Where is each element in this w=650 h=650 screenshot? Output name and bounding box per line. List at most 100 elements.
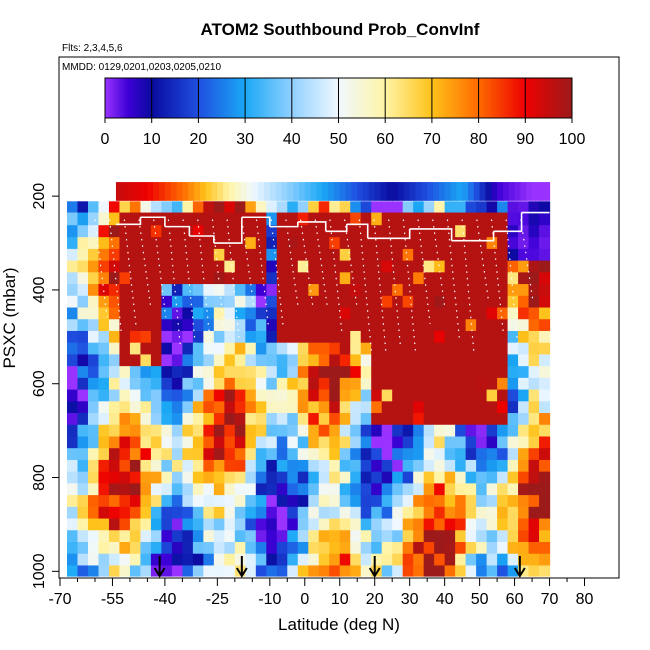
- heatmap-cell: [129, 366, 142, 379]
- heatmap-cell: [476, 506, 488, 520]
- heatmap-cell: [287, 530, 299, 543]
- heatmap-cell: [234, 459, 246, 473]
- heatmap-cell: [455, 272, 467, 285]
- heatmap-cell: [423, 295, 435, 309]
- heatmap-cell: [539, 225, 551, 238]
- heatmap-cell: [245, 330, 257, 344]
- x-axis-label: Latitude (deg N): [278, 615, 400, 634]
- heatmap-cell: [203, 506, 215, 520]
- heatmap-cell: [528, 377, 540, 391]
- heatmap-cell: [476, 518, 488, 531]
- heatmap-cell: [234, 518, 246, 531]
- heatmap-cell: [371, 448, 383, 461]
- heatmap-cell: [434, 436, 446, 449]
- heatmap-cell: [497, 330, 509, 344]
- heatmap-cell: [171, 319, 183, 332]
- heatmap-cell: [392, 389, 404, 402]
- heatmap-cell: [66, 366, 79, 379]
- heatmap-cell: [150, 448, 163, 461]
- top-band-cell: [147, 182, 154, 201]
- heatmap-cell: [297, 377, 309, 391]
- heatmap-cell: [444, 330, 456, 344]
- heatmap-cell: [381, 272, 393, 285]
- heatmap-cell: [539, 495, 551, 508]
- heatmap-cell: [129, 553, 142, 567]
- heatmap-cell: [350, 530, 362, 543]
- heatmap-cell: [507, 542, 519, 555]
- heatmap-cell: [413, 248, 425, 262]
- heatmap-cell: [486, 436, 498, 449]
- heatmap-cell: [213, 424, 225, 438]
- heatmap-cell: [255, 389, 267, 402]
- heatmap-cell: [528, 319, 540, 332]
- heatmap-cell: [140, 307, 152, 320]
- heatmap-cell: [140, 237, 152, 250]
- heatmap-cell: [444, 436, 456, 449]
- x-axis: -70 -55 -40 -25 -10 0 10 20 30 40 50 60 70 80: [48, 578, 594, 608]
- heatmap-cell: [98, 471, 110, 484]
- heatmap-cell: [203, 201, 215, 214]
- heatmap-cell: [329, 237, 341, 250]
- heatmap-cell: [476, 354, 488, 367]
- heatmap-cell: [98, 530, 110, 543]
- heatmap-cell: [539, 237, 551, 250]
- heatmap-cell: [297, 212, 309, 226]
- heatmap-cell: [287, 225, 299, 238]
- heatmap-cell: [402, 401, 414, 414]
- heatmap-cell: [192, 366, 204, 379]
- heatmap-cell: [203, 212, 215, 226]
- heatmap-cell: [381, 565, 393, 577]
- heatmap-cell: [497, 354, 509, 367]
- heatmap-cell: [161, 354, 173, 367]
- heatmap-cell: [318, 330, 330, 344]
- heatmap-cell: [413, 436, 425, 449]
- top-band-cell: [363, 182, 370, 201]
- heatmap-cell: [486, 366, 498, 379]
- heatmap-cell: [98, 506, 110, 520]
- heatmap-cell: [339, 330, 351, 344]
- heatmap-cell: [308, 413, 320, 426]
- heatmap-cell: [108, 389, 121, 402]
- heatmap-cell: [150, 295, 163, 309]
- heatmap-cell: [507, 495, 519, 508]
- heatmap-cell: [539, 413, 551, 426]
- heatmap-cell: [161, 342, 173, 356]
- heatmap-cell: [465, 565, 477, 577]
- heatmap-cell: [266, 459, 278, 473]
- heatmap-cell: [66, 330, 79, 344]
- heatmap-cell: [402, 448, 414, 461]
- heatmap-cell: [392, 506, 404, 520]
- heatmap-cell: [308, 436, 320, 449]
- heatmap-cell: [455, 342, 467, 356]
- heatmap-cell: [77, 237, 89, 250]
- flights-label: Flts: 2,3,4,5,6: [62, 43, 123, 54]
- heatmap-cell: [392, 225, 404, 238]
- heatmap-cell: [339, 295, 351, 309]
- heatmap-cell: [140, 495, 152, 508]
- heatmap-cell: [234, 436, 246, 449]
- heatmap-cell: [371, 248, 383, 262]
- heatmap-cell: [266, 401, 278, 414]
- heatmap-cell: [308, 366, 320, 379]
- heatmap-cell: [465, 483, 477, 496]
- top-band-cell: [540, 182, 545, 201]
- heatmap-cell: [287, 518, 299, 531]
- heatmap-cell: [140, 284, 152, 297]
- heatmap-cell: [77, 354, 89, 367]
- heatmap-cell: [150, 436, 163, 449]
- heatmap-cell: [255, 401, 267, 414]
- heatmap-cell: [297, 424, 309, 438]
- heatmap-cell: [486, 542, 498, 555]
- heatmap-cell: [371, 542, 383, 555]
- heatmap-cell: [255, 542, 267, 555]
- heatmap-cell: [66, 530, 79, 543]
- heatmap-cell: [87, 260, 100, 273]
- heatmap-cell: [234, 248, 246, 262]
- heatmap-cell: [255, 530, 267, 543]
- heatmap-cell: [129, 295, 142, 309]
- heatmap-cell: [350, 319, 362, 332]
- heatmap-cell: [392, 248, 404, 262]
- heatmap-cell: [66, 483, 79, 496]
- heatmap-cell: [434, 330, 446, 344]
